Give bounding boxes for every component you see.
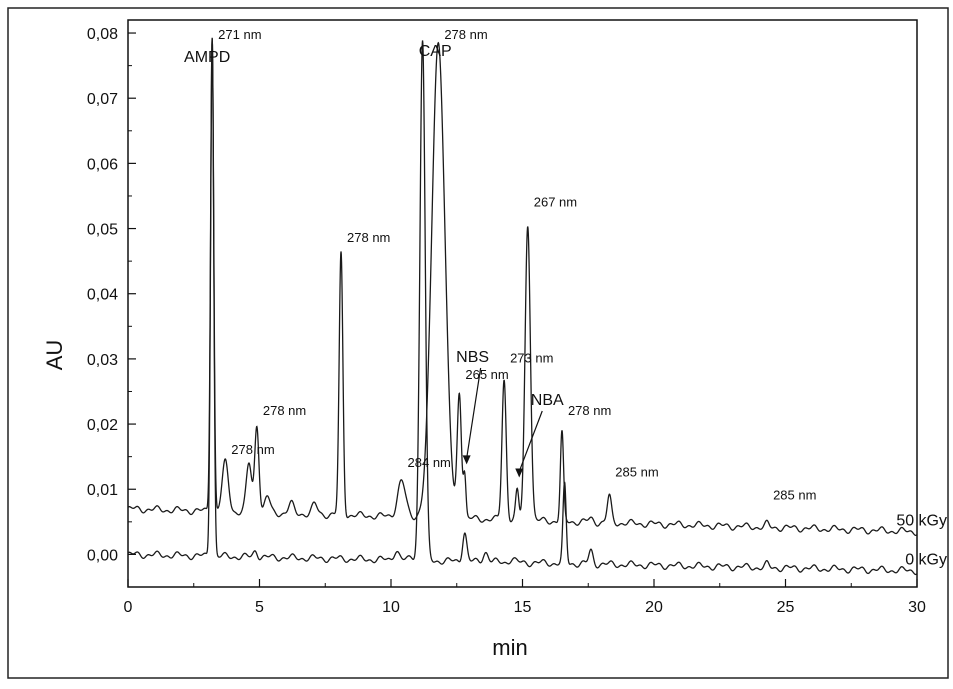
y-tick-label: 0,04 (87, 287, 118, 304)
x-tick-label: 20 (645, 599, 663, 616)
peak-label: 284 nm (408, 455, 451, 470)
axes-group: 0 5 10 15 20 25 30 0,00 0,01 0,02 0,03 0,04 0,05 0,06… (87, 26, 926, 616)
peak-label: 285 nm (773, 488, 816, 503)
compound-label-nbs: NBS (456, 349, 489, 366)
y-tick-label: 0,07 (87, 91, 118, 108)
trace-label: 50 kGy (896, 513, 947, 530)
y-tick-label: 0,08 (87, 26, 118, 43)
compound-arrowhead (462, 455, 471, 465)
x-tick-label: 15 (514, 599, 532, 616)
x-tick-label: 30 (908, 599, 926, 616)
series-line-0-kgy (127, 37, 918, 576)
compound-arrow (466, 367, 482, 459)
peak-label: 265 nm (465, 367, 508, 382)
peak-label: 278 nm (347, 230, 390, 245)
compound-arrow (518, 410, 543, 472)
y-tick-label: 0,00 (87, 547, 118, 564)
x-tick-label: 0 (124, 599, 133, 616)
y-tick-label: 0,06 (87, 156, 118, 173)
y-tick-label: 0,05 (87, 222, 118, 239)
peak-label: 273 nm (510, 351, 553, 366)
x-axis-title: min (492, 635, 527, 660)
x-tick-label: 10 (382, 599, 400, 616)
peak-label: 278 nm (231, 442, 274, 457)
x-tick-label: 25 (777, 599, 795, 616)
y-axis-title: AU (42, 340, 67, 371)
peak-label: 271 nm (218, 27, 261, 42)
compound-label-cap: CAP (419, 43, 452, 60)
y-tick-label: 0,02 (87, 417, 118, 434)
peak-label: 278 nm (263, 403, 306, 418)
y-tick-label: 0,03 (87, 352, 118, 369)
compound-arrowhead (515, 468, 524, 478)
traces-group (127, 37, 918, 576)
trace-label: 0 kGy (905, 552, 947, 569)
annotations-group: 271 nm 278 nm 278 nm 278 nm 284 nm 278 nm 265 … (184, 27, 947, 569)
y-tick-label: 0,01 (87, 482, 118, 499)
compound-label-ampd: AMPD (184, 49, 230, 66)
peak-label: 278 nm (444, 27, 487, 42)
compound-label-nba: NBA (531, 392, 564, 409)
series-line-50-kgy (127, 38, 918, 536)
peak-label: 278 nm (568, 403, 611, 418)
figure-frame (7, 7, 949, 679)
peak-label: 267 nm (534, 194, 577, 209)
x-tick-label: 5 (255, 599, 264, 616)
peak-label: 285 nm (615, 465, 658, 480)
